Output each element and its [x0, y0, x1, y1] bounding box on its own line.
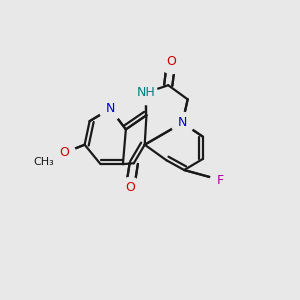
Text: NH: NH — [137, 86, 156, 99]
Text: O: O — [125, 181, 135, 194]
Text: F: F — [217, 173, 224, 187]
Text: CH₃: CH₃ — [33, 158, 54, 167]
Text: O: O — [166, 55, 176, 68]
Text: N: N — [178, 116, 187, 129]
Text: O: O — [59, 146, 69, 159]
Text: N: N — [106, 102, 115, 115]
